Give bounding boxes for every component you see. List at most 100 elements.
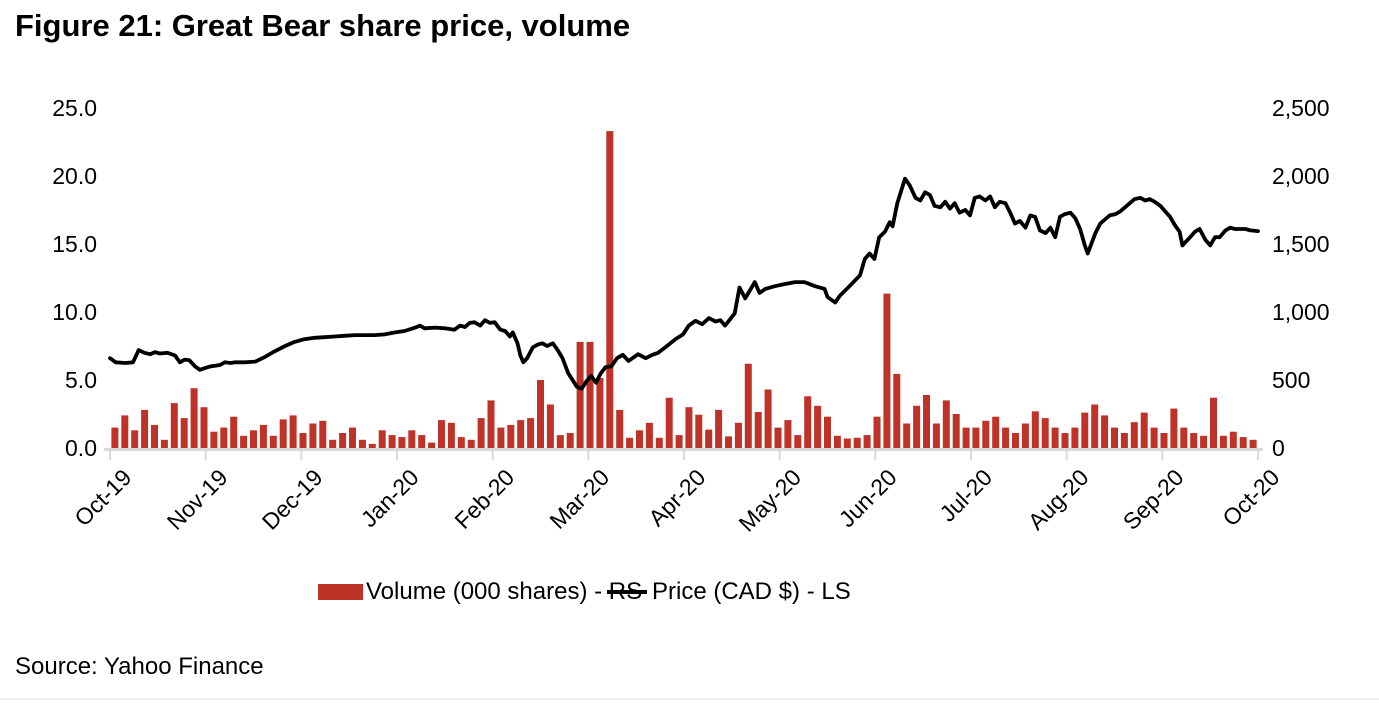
volume-bar: [160, 439, 168, 448]
volume-bar: [517, 420, 525, 448]
volume-bar: [655, 437, 663, 448]
y-axis-left-tick-label: 10.0: [52, 299, 97, 325]
y-axis-right-tick-label: 2,500: [1272, 95, 1330, 121]
volume-bar: [863, 435, 871, 448]
volume-bar: [942, 400, 950, 448]
volume-bar: [378, 430, 386, 448]
y-axis-right-tick-label: 1,500: [1272, 231, 1330, 257]
volume-bar: [1061, 433, 1069, 448]
volume-bar: [339, 433, 347, 448]
volume-bar: [428, 442, 436, 448]
volume-bar: [358, 439, 366, 448]
price-legend-label: Price (CAD $) - LS: [652, 578, 851, 605]
volume-bar: [1002, 427, 1010, 448]
volume-bar: [1170, 408, 1178, 448]
volume-bar: [814, 405, 822, 448]
volume-bar: [833, 435, 841, 448]
volume-bar: [606, 131, 614, 448]
volume-bar: [240, 435, 248, 448]
volume-bar: [170, 403, 178, 448]
page-title: Figure 21: Great Bear share price, volum…: [15, 8, 631, 43]
volume-bar: [447, 422, 455, 448]
volume-bar: [705, 429, 713, 448]
volume-bar: [487, 400, 495, 448]
volume-bar: [507, 424, 515, 448]
volume-bar: [1012, 433, 1019, 448]
volume-bar: [843, 438, 851, 448]
volume-bar: [1120, 433, 1128, 448]
volume-bar: [1031, 411, 1039, 448]
volume-bar: [586, 341, 594, 448]
volume-bar: [1180, 427, 1188, 448]
volume-bar: [527, 418, 535, 448]
volume-bar: [824, 416, 831, 448]
volume-legend-swatch: [318, 584, 363, 600]
volume-bar: [596, 378, 604, 448]
volume-bar: [457, 437, 465, 448]
y-axis-right-tick-label: 2,000: [1272, 163, 1330, 189]
volume-bar: [1091, 404, 1099, 448]
volume-bar: [546, 404, 554, 448]
legend-item-volume: Volume (000 shares) - RS: [318, 578, 642, 605]
volume-bar: [1101, 415, 1109, 448]
volume-bar: [1210, 397, 1217, 448]
y-axis-right-tick-label: 0: [1272, 435, 1285, 461]
volume-bar: [1051, 427, 1059, 448]
y-axis-left-tick-label: 0.0: [65, 435, 97, 461]
volume-bar: [873, 416, 881, 448]
volume-bar: [715, 409, 723, 448]
y-axis-right-tick-label: 500: [1272, 367, 1311, 393]
volume-bar: [685, 407, 693, 448]
volume-bar: [665, 397, 673, 448]
volume-bar: [764, 389, 772, 448]
volume-bar: [230, 416, 238, 448]
volume-bar: [289, 415, 297, 448]
volume-bar: [418, 435, 426, 448]
volume-bar: [883, 293, 891, 448]
volume-bar: [220, 427, 228, 448]
volume-bar: [1219, 435, 1227, 448]
volume-bar: [151, 424, 158, 448]
volume-bar: [913, 405, 921, 448]
volume-bar: [438, 420, 445, 448]
volume-bars: [111, 131, 1257, 448]
volume-bar: [903, 423, 911, 448]
volume-bar: [566, 433, 574, 448]
volume-bar: [645, 422, 653, 448]
volume-bar: [1239, 437, 1247, 448]
volume-bar: [180, 418, 188, 448]
volume-bar: [319, 420, 327, 448]
volume-bar: [467, 439, 475, 448]
volume-bar: [1021, 423, 1029, 448]
y-axis-left-tick-label: 5.0: [65, 367, 97, 393]
volume-bar: [725, 436, 732, 448]
volume-bar: [1071, 427, 1079, 448]
volume-bar: [388, 435, 396, 448]
volume-bar: [1111, 427, 1118, 448]
volume-bar: [190, 388, 198, 448]
volume-bar: [675, 435, 683, 448]
volume-bar: [794, 435, 802, 448]
volume-bar: [893, 373, 901, 448]
volume-bar: [695, 414, 703, 448]
volume-bar: [636, 430, 643, 448]
volume-bar: [537, 380, 544, 448]
volume-bar: [1249, 439, 1257, 448]
volume-bar: [932, 423, 940, 448]
volume-bar: [1041, 418, 1049, 448]
volume-bar: [626, 437, 634, 448]
volume-bar: [923, 395, 930, 448]
volume-bar: [329, 439, 337, 448]
volume-bar: [497, 427, 505, 448]
y-axis-left-tick-label: 25.0: [52, 95, 97, 121]
volume-bar: [734, 422, 742, 448]
y-axis-left-tick-label: 15.0: [52, 231, 97, 257]
volume-bar: [1190, 433, 1198, 448]
volume-bar: [368, 443, 376, 448]
volume-bar: [111, 427, 119, 448]
volume-bar: [556, 435, 564, 448]
legend-item-price: Price (CAD $) - LS: [607, 578, 851, 605]
volume-bar: [299, 433, 307, 448]
